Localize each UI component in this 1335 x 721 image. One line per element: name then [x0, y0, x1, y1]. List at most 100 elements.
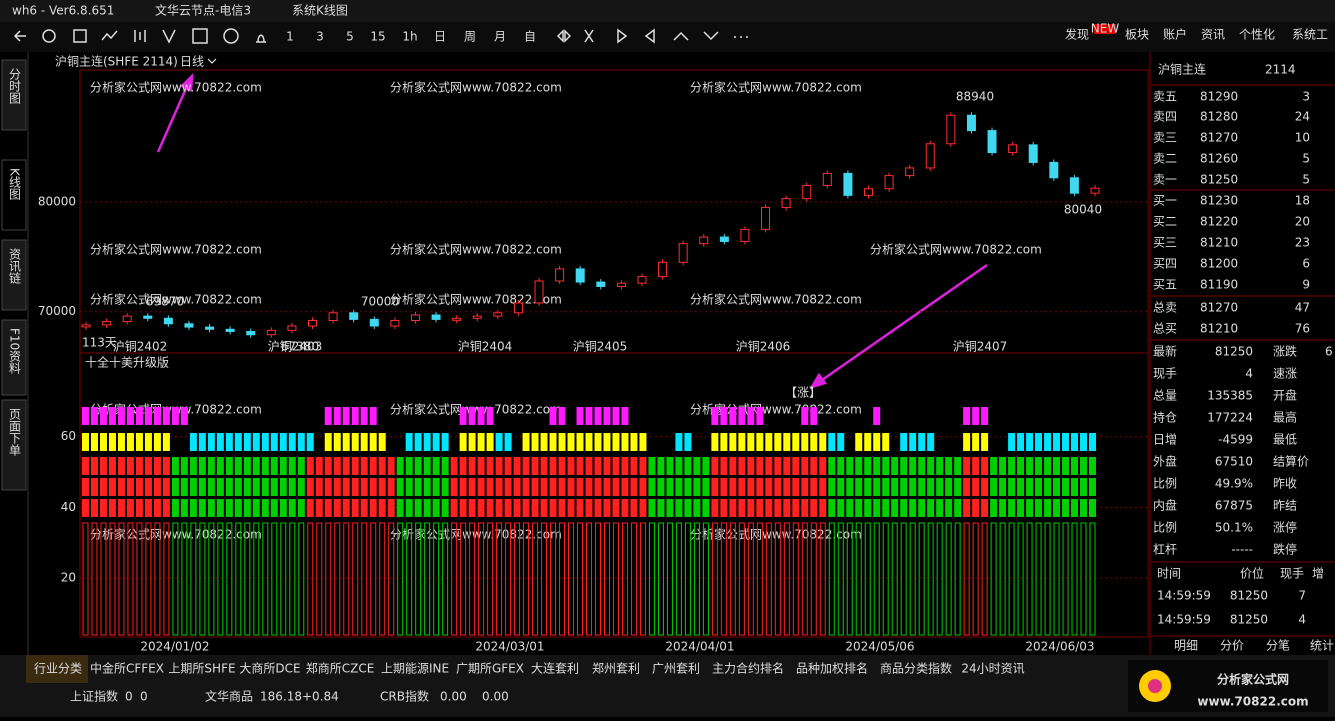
- trend-bar: [225, 457, 233, 475]
- trend-bar: [279, 499, 287, 517]
- active-tab[interactable]: [26, 655, 88, 683]
- candle: [1008, 144, 1018, 154]
- band-bar: [243, 433, 251, 451]
- tick-price: 81250: [1230, 589, 1268, 603]
- trend-bar: [657, 457, 665, 475]
- side-tab[interactable]: [1, 59, 27, 131]
- pink-bar: [756, 407, 764, 425]
- pink-bar: [801, 407, 809, 425]
- market-tab[interactable]: 广期所GFEX: [456, 662, 524, 676]
- book-price: 81230: [1200, 194, 1238, 208]
- quote-tab[interactable]: 明细: [1174, 639, 1198, 653]
- period-button[interactable]: 周: [464, 30, 476, 44]
- market-tab[interactable]: 中金所CFFEX: [90, 661, 164, 676]
- market-tab[interactable]: 24小时资讯: [961, 662, 1024, 676]
- candle: [369, 318, 379, 327]
- period-select[interactable]: 日线: [180, 55, 204, 69]
- price-annotation: 70000: [361, 295, 399, 309]
- market-tab[interactable]: 行业分类: [34, 662, 82, 676]
- trend-bar: [738, 499, 746, 517]
- pink-bar: [180, 407, 188, 425]
- side-tab-label[interactable]: 资讯链: [8, 248, 22, 284]
- market-tab[interactable]: 大连套利: [531, 661, 579, 676]
- outline-bar: [586, 522, 592, 636]
- market-tab[interactable]: 郑商所CZCE: [306, 661, 375, 676]
- trend-bar: [405, 499, 413, 517]
- pink-bar: [153, 407, 161, 425]
- market-tab[interactable]: 郑州套利: [592, 661, 640, 676]
- trend-bar: [162, 457, 170, 475]
- trend-bar: [207, 457, 215, 475]
- pink-bar: [477, 407, 485, 425]
- market-tab[interactable]: 大商所DCE: [239, 661, 300, 676]
- pink-bar: [171, 407, 179, 425]
- book-price: 81270: [1200, 131, 1238, 145]
- tick-header: 时间: [1157, 567, 1181, 581]
- trend-bar: [495, 478, 503, 496]
- outline-bar: [289, 522, 296, 636]
- period-button[interactable]: 3: [316, 30, 324, 44]
- quote-tab[interactable]: 分价: [1220, 639, 1244, 653]
- trend-bar: [99, 499, 107, 517]
- side-tab-label[interactable]: K线图: [8, 168, 22, 200]
- trend-bar: [234, 457, 242, 475]
- period-button[interactable]: 1h: [402, 30, 417, 44]
- trend-bar: [504, 478, 512, 496]
- market-tab[interactable]: 广州套利: [652, 662, 700, 676]
- trend-bar: [711, 457, 719, 475]
- side-tab[interactable]: [1, 159, 27, 231]
- candle: [884, 175, 894, 190]
- status-item: 0.00: [482, 690, 509, 704]
- candle: [822, 172, 832, 186]
- menu-item[interactable]: 资讯: [1201, 28, 1225, 42]
- menu-item[interactable]: 系统工: [1292, 28, 1328, 42]
- trend-bar: [1053, 457, 1061, 475]
- candle: [390, 319, 400, 327]
- menu-item[interactable]: 账户: [1163, 27, 1187, 42]
- side-tab[interactable]: [1, 399, 27, 491]
- period-button[interactable]: 15: [370, 30, 385, 44]
- market-tab[interactable]: 上期所SHFE: [168, 662, 235, 676]
- trend-bar: [279, 457, 287, 475]
- market-tab[interactable]: 品种加权排名: [796, 661, 868, 676]
- market-tab[interactable]: 主力合约排名: [712, 661, 784, 676]
- band-bar: [459, 433, 467, 451]
- trend-bar: [900, 478, 908, 496]
- quote-tab[interactable]: 分笔: [1266, 638, 1290, 653]
- band-bar: [1026, 433, 1034, 451]
- band-bar: [270, 433, 278, 451]
- side-tab-label[interactable]: 页面下单: [8, 408, 22, 457]
- outline-bar: [792, 522, 799, 636]
- side-tab[interactable]: [1, 239, 27, 311]
- band-bar: [594, 433, 602, 451]
- period-button[interactable]: 月: [494, 30, 506, 44]
- tick-header: 现手: [1280, 567, 1304, 581]
- band-bar: [297, 433, 305, 451]
- period-button[interactable]: 自: [524, 30, 536, 44]
- outline-bar: [1035, 522, 1042, 636]
- candle: [328, 312, 338, 321]
- side-tab[interactable]: [1, 319, 27, 396]
- period-button[interactable]: 1: [286, 30, 294, 44]
- trend-bar: [396, 457, 404, 475]
- quote-tab[interactable]: 统计: [1310, 639, 1334, 653]
- candle: [349, 312, 359, 320]
- side-tab-label[interactable]: 分时图: [8, 68, 22, 104]
- trend-bar: [729, 499, 737, 517]
- market-tab[interactable]: 上期能源INE: [381, 662, 449, 676]
- market-tab[interactable]: 商品分类指数: [880, 661, 952, 676]
- trend-bar: [891, 457, 899, 475]
- side-tab-label[interactable]: F10资料: [8, 328, 22, 374]
- period-button[interactable]: 日: [434, 30, 446, 44]
- trend-bar: [1035, 499, 1043, 517]
- menu-item[interactable]: 发现: [1065, 27, 1089, 42]
- outline-bar: [127, 522, 134, 636]
- period-button[interactable]: 5: [346, 30, 354, 44]
- menu-item[interactable]: 个性化: [1239, 28, 1275, 42]
- trend-bar: [810, 457, 818, 475]
- trend-bar: [693, 457, 701, 475]
- trend-bar: [270, 478, 278, 496]
- menu-item[interactable]: 板块: [1125, 28, 1149, 42]
- candle: [472, 315, 482, 319]
- trend-bar: [117, 478, 125, 496]
